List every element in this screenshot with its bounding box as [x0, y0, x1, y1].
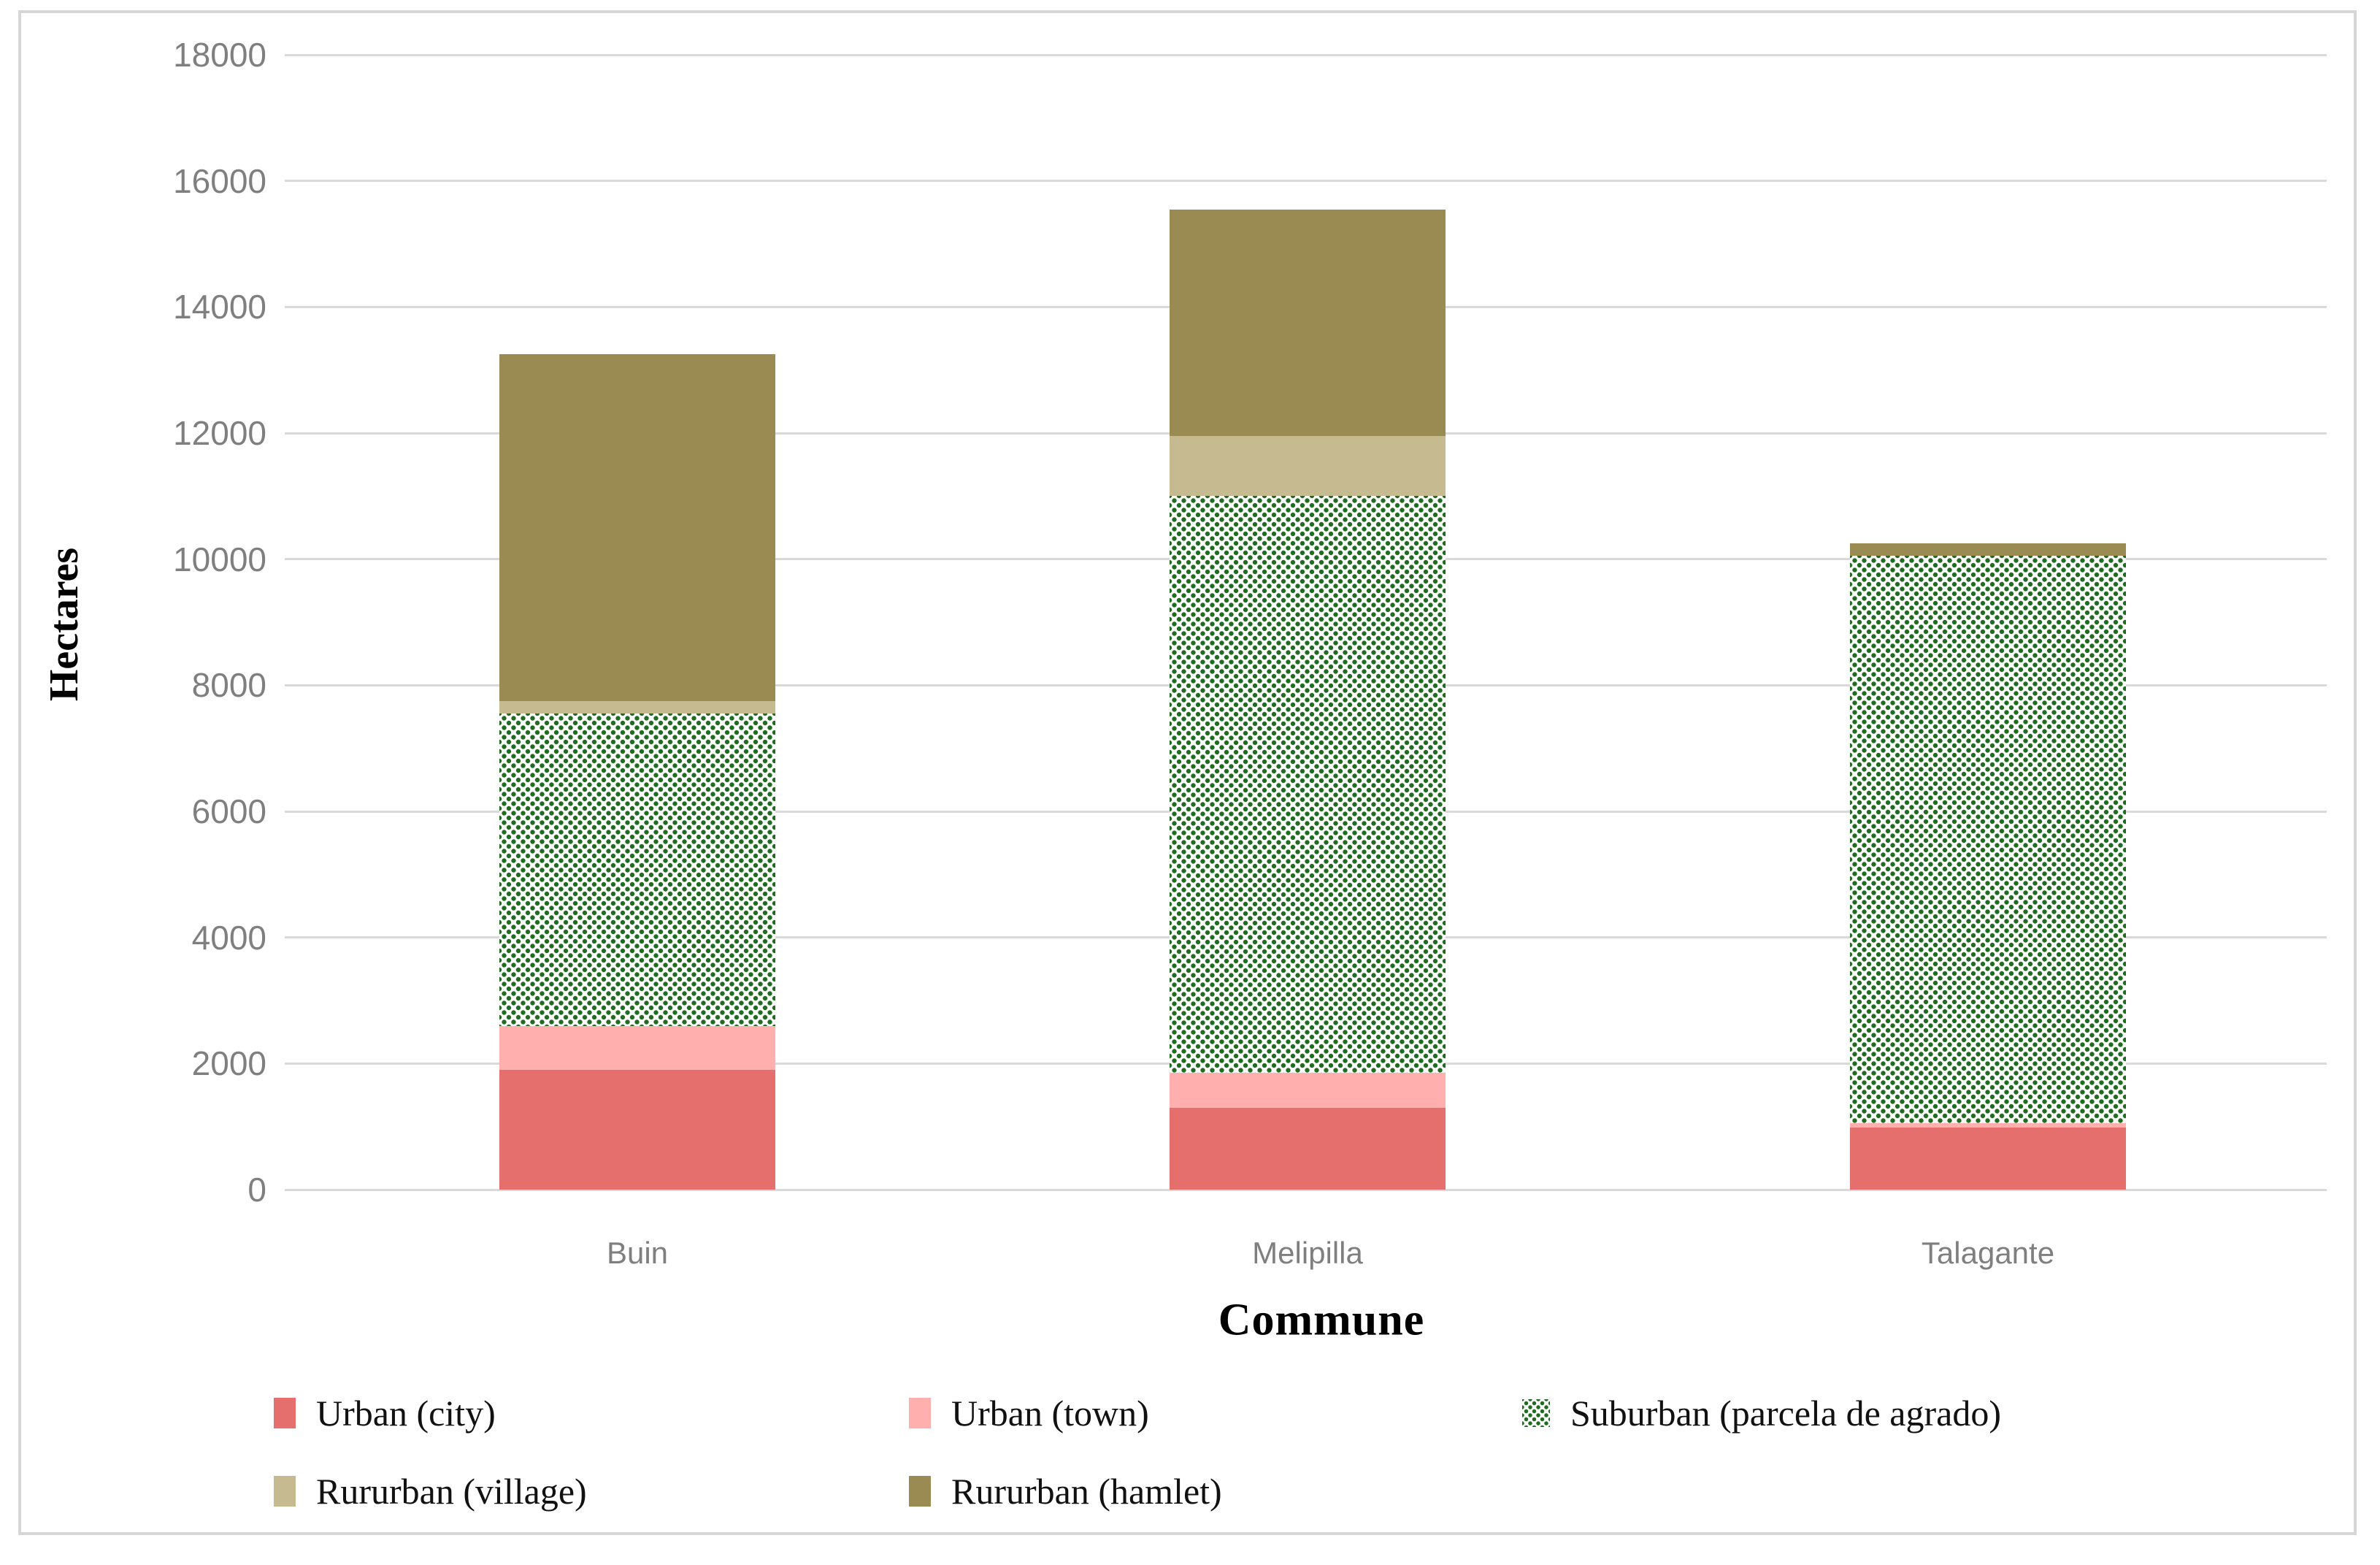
bar-segment-rururban-village	[499, 700, 775, 714]
legend-item-label: Urban (city)	[316, 1393, 496, 1434]
y-tick-label: 6000	[191, 792, 266, 830]
y-tick-label: 4000	[191, 918, 266, 957]
y-tick-label: 2000	[191, 1044, 266, 1083]
x-category-label: Talagante	[1921, 1236, 2055, 1270]
legend-item: Urban (town)	[909, 1392, 1149, 1434]
legend-item: Urban (city)	[274, 1392, 496, 1434]
bar-segment-urban-town	[1850, 1123, 2126, 1128]
legend-item: Suburban (parcela de agrado)	[1522, 1392, 2001, 1434]
bar-segment-urban-city	[1170, 1107, 1446, 1190]
legend-item: Rururban (village)	[274, 1470, 587, 1512]
legend-item-label: Suburban (parcela de agrado)	[1570, 1393, 2001, 1434]
bar-segment-urban-city	[1850, 1128, 2126, 1190]
x-category-label: Buin	[606, 1236, 669, 1270]
bar-segment-rururban-hamlet	[1850, 543, 2126, 556]
legend-swatch	[1522, 1399, 1550, 1427]
legend-swatch	[274, 1398, 296, 1428]
bar-segment-suburban-parcela-de-agrado	[1850, 556, 2126, 1124]
legend-item-label: Rururban (village)	[316, 1471, 587, 1512]
bar-segment-rururban-hamlet	[1170, 209, 1446, 437]
legend-item: Rururban (hamlet)	[909, 1470, 1222, 1512]
legend-item-label: Urban (town)	[951, 1393, 1149, 1434]
bar-segment-urban-city	[499, 1069, 775, 1190]
gridline	[285, 1188, 2327, 1191]
bar-segment-rururban-hamlet	[499, 354, 775, 701]
legend-item-label: Rururban (hamlet)	[951, 1471, 1222, 1512]
y-tick-label: 8000	[191, 666, 266, 705]
legend-swatch	[274, 1476, 296, 1507]
gridline	[285, 180, 2327, 183]
bar-segment-suburban-parcela-de-agrado	[499, 713, 775, 1026]
bar-segment-urban-town	[1170, 1073, 1446, 1108]
legend-swatch	[909, 1398, 931, 1428]
bar-segment-urban-town	[499, 1025, 775, 1070]
y-tick-label: 18000	[173, 36, 266, 74]
legend-swatch	[909, 1476, 931, 1507]
bar-segment-suburban-parcela-de-agrado	[1170, 496, 1446, 1074]
y-tick-label: 12000	[173, 414, 266, 452]
y-tick-label: 14000	[173, 288, 266, 326]
y-tick-label: 10000	[173, 540, 266, 578]
bar-segment-rururban-village	[1170, 436, 1446, 497]
x-axis-title: Commune	[1218, 1295, 1425, 1345]
y-tick-label: 0	[247, 1171, 266, 1209]
gridline	[285, 53, 2327, 56]
y-tick-label: 16000	[173, 161, 266, 200]
x-category-label: Melipilla	[1252, 1236, 1363, 1270]
